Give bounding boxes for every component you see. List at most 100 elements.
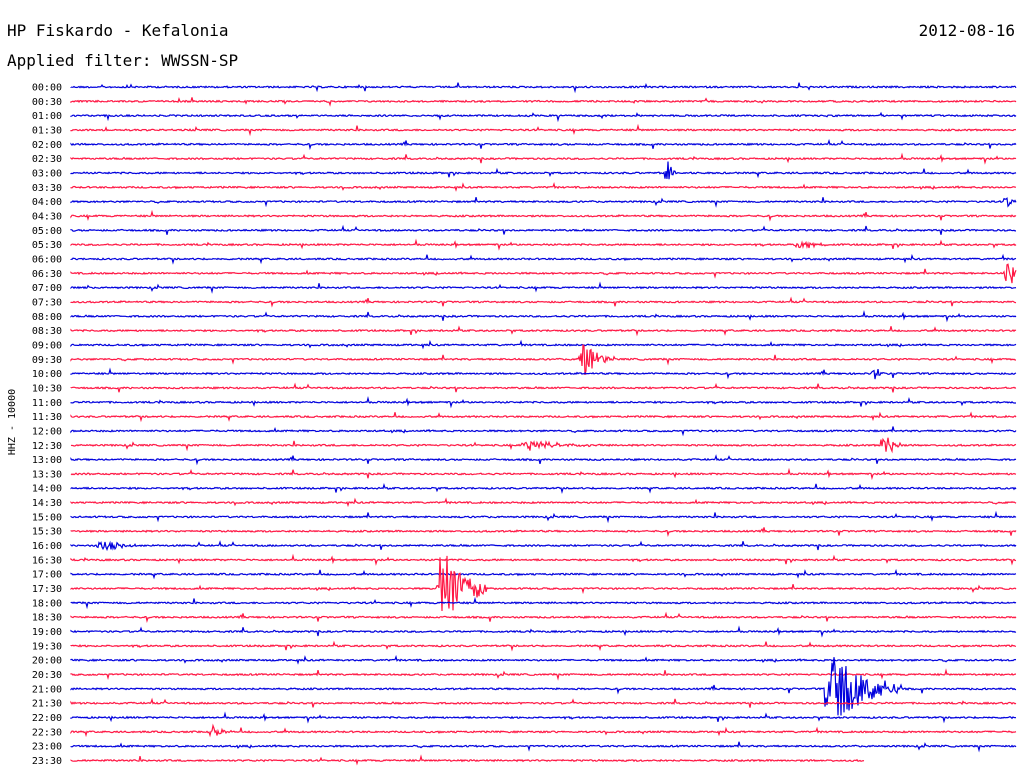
seismogram-trace — [70, 281, 1017, 294]
seismogram-trace — [70, 138, 1017, 151]
row-time-label: 16:00 — [32, 541, 62, 552]
seismogram-trace — [70, 596, 1017, 610]
seismogram-trace — [70, 741, 1017, 753]
row-time-label: 17:30 — [32, 584, 62, 595]
row-time-label: 17:00 — [32, 570, 62, 581]
row-time-label: 20:00 — [32, 656, 62, 667]
row-time-label: 06:30 — [32, 269, 62, 280]
seismogram-trace — [70, 657, 1017, 716]
seismogram-trace — [70, 82, 1017, 94]
row-time-label: 15:00 — [32, 512, 62, 523]
row-time-label: 05:00 — [32, 226, 62, 237]
row-time-label: 22:30 — [32, 727, 62, 738]
row-time-label: 10:30 — [32, 383, 62, 394]
seismogram-trace — [70, 396, 1016, 409]
filter-prefix: Applied filter: — [7, 51, 162, 70]
row-time-label: 14:30 — [32, 498, 62, 509]
row-time-label: 01:30 — [32, 125, 62, 136]
row-time-label: 04:00 — [32, 197, 62, 208]
seismogram-trace — [70, 96, 1017, 107]
seismogram-trace — [70, 209, 1017, 222]
row-time-label: 03:30 — [32, 183, 62, 194]
row-time-label: 15:30 — [32, 527, 62, 538]
row-time-label: 07:30 — [32, 297, 62, 308]
seismogram-trace — [70, 182, 1017, 192]
seismogram-trace — [70, 161, 1017, 180]
seismogram-trace — [70, 253, 1017, 265]
seismogram-trace — [70, 723, 1017, 738]
row-time-label: 12:00 — [32, 426, 62, 437]
row-time-label: 07:00 — [32, 283, 62, 294]
seismogram-trace — [70, 224, 1016, 235]
row-time-label: 11:00 — [32, 398, 62, 409]
row-time-label: 02:00 — [32, 140, 62, 151]
row-time-label: 08:30 — [32, 326, 62, 337]
seismogram-trace — [70, 325, 1017, 337]
date-label: 2012-08-16 — [918, 21, 1015, 40]
seismogram-trace — [70, 510, 1017, 524]
row-time-label: 13:00 — [32, 455, 62, 466]
seismogram-trace — [70, 467, 1017, 481]
filter-line: Applied filter: WWSSN-SP — [7, 51, 238, 70]
row-time-label: 20:30 — [32, 670, 62, 681]
seismogram-trace — [70, 668, 1016, 681]
seismogram-trace — [70, 123, 1017, 137]
seismogram-trace — [70, 553, 1017, 566]
seismogram-trace — [70, 238, 1017, 251]
row-time-label: 19:00 — [32, 627, 62, 638]
seismogram-trace — [70, 343, 1016, 376]
seismogram-trace — [70, 640, 1017, 652]
row-time-label: 09:30 — [32, 355, 62, 366]
seismogram-trace — [70, 454, 1017, 466]
seismogram-trace — [70, 654, 1017, 665]
seismogram-trace — [70, 483, 1017, 495]
seismogram-trace — [70, 754, 865, 766]
seismogram-trace — [70, 339, 1017, 350]
seismogram-trace — [70, 111, 1017, 123]
row-time-label: 23:00 — [32, 742, 62, 753]
seismogram-trace — [70, 437, 1017, 454]
seismogram-trace — [70, 426, 1017, 437]
row-time-label: 18:00 — [32, 598, 62, 609]
seismogram-trace — [70, 382, 1017, 393]
row-time-label: 08:00 — [32, 312, 62, 323]
row-time-label: 04:30 — [32, 211, 62, 222]
row-time-label: 05:30 — [32, 240, 62, 251]
row-time-label: 10:00 — [32, 369, 62, 380]
row-time-label: 06:00 — [32, 254, 62, 265]
row-time-label: 00:30 — [32, 97, 62, 108]
row-time-label: 02:30 — [32, 154, 62, 165]
seismogram-trace — [70, 611, 1017, 623]
row-time-label: 22:00 — [32, 713, 62, 724]
row-time-label: 09:00 — [32, 340, 62, 351]
row-time-label: 21:00 — [32, 684, 62, 695]
seismogram-trace — [70, 555, 1017, 612]
row-time-label: 18:30 — [32, 613, 62, 624]
row-time-label: 21:30 — [32, 699, 62, 710]
seismogram-trace — [70, 527, 1017, 537]
tick-labels-group: 00:00 00:30 01:00 01:30 02:00 02:30 03:00 03:30… — [32, 83, 62, 768]
row-time-label: 12:30 — [32, 441, 62, 452]
seismogram-trace — [70, 625, 1017, 638]
row-time-label: 11:30 — [32, 412, 62, 423]
station-title: HP Fiskardo - Kefalonia — [7, 21, 229, 40]
seismogram-trace — [70, 263, 1017, 284]
row-time-label: 01:00 — [32, 111, 62, 122]
row-time-label: 19:30 — [32, 641, 62, 652]
seismogram-trace — [70, 411, 1017, 423]
seismogram-trace — [70, 497, 1017, 508]
seismogram-trace — [70, 310, 1017, 323]
seismogram-trace — [70, 711, 1017, 724]
row-time-label: 14:00 — [32, 484, 62, 495]
row-time-label: 03:00 — [32, 168, 62, 179]
seismogram-trace — [70, 152, 1017, 165]
seismogram-trace — [70, 568, 1017, 580]
row-time-label: 23:30 — [32, 756, 62, 767]
seismogram-trace — [70, 197, 1017, 208]
row-time-label: 13:30 — [32, 469, 62, 480]
seismogram-trace — [70, 697, 1017, 708]
row-time-label: 16:30 — [32, 555, 62, 566]
y-axis-label: HHZ - 10000 — [7, 389, 18, 455]
seismogram-trace — [70, 367, 1017, 380]
